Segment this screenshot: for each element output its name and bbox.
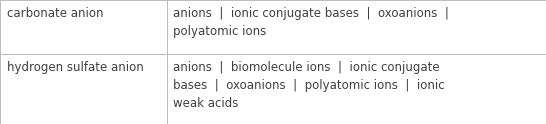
Text: anions  |  ionic conjugate bases  |  oxoanions  |
polyatomic ions: anions | ionic conjugate bases | oxoanio…	[173, 7, 449, 38]
Text: anions  |  biomolecule ions  |  ionic conjugate
bases  |  oxoanions  |  polyatom: anions | biomolecule ions | ionic conjug…	[173, 61, 444, 110]
Text: hydrogen sulfate anion: hydrogen sulfate anion	[7, 61, 143, 74]
Text: carbonate anion: carbonate anion	[7, 7, 103, 20]
